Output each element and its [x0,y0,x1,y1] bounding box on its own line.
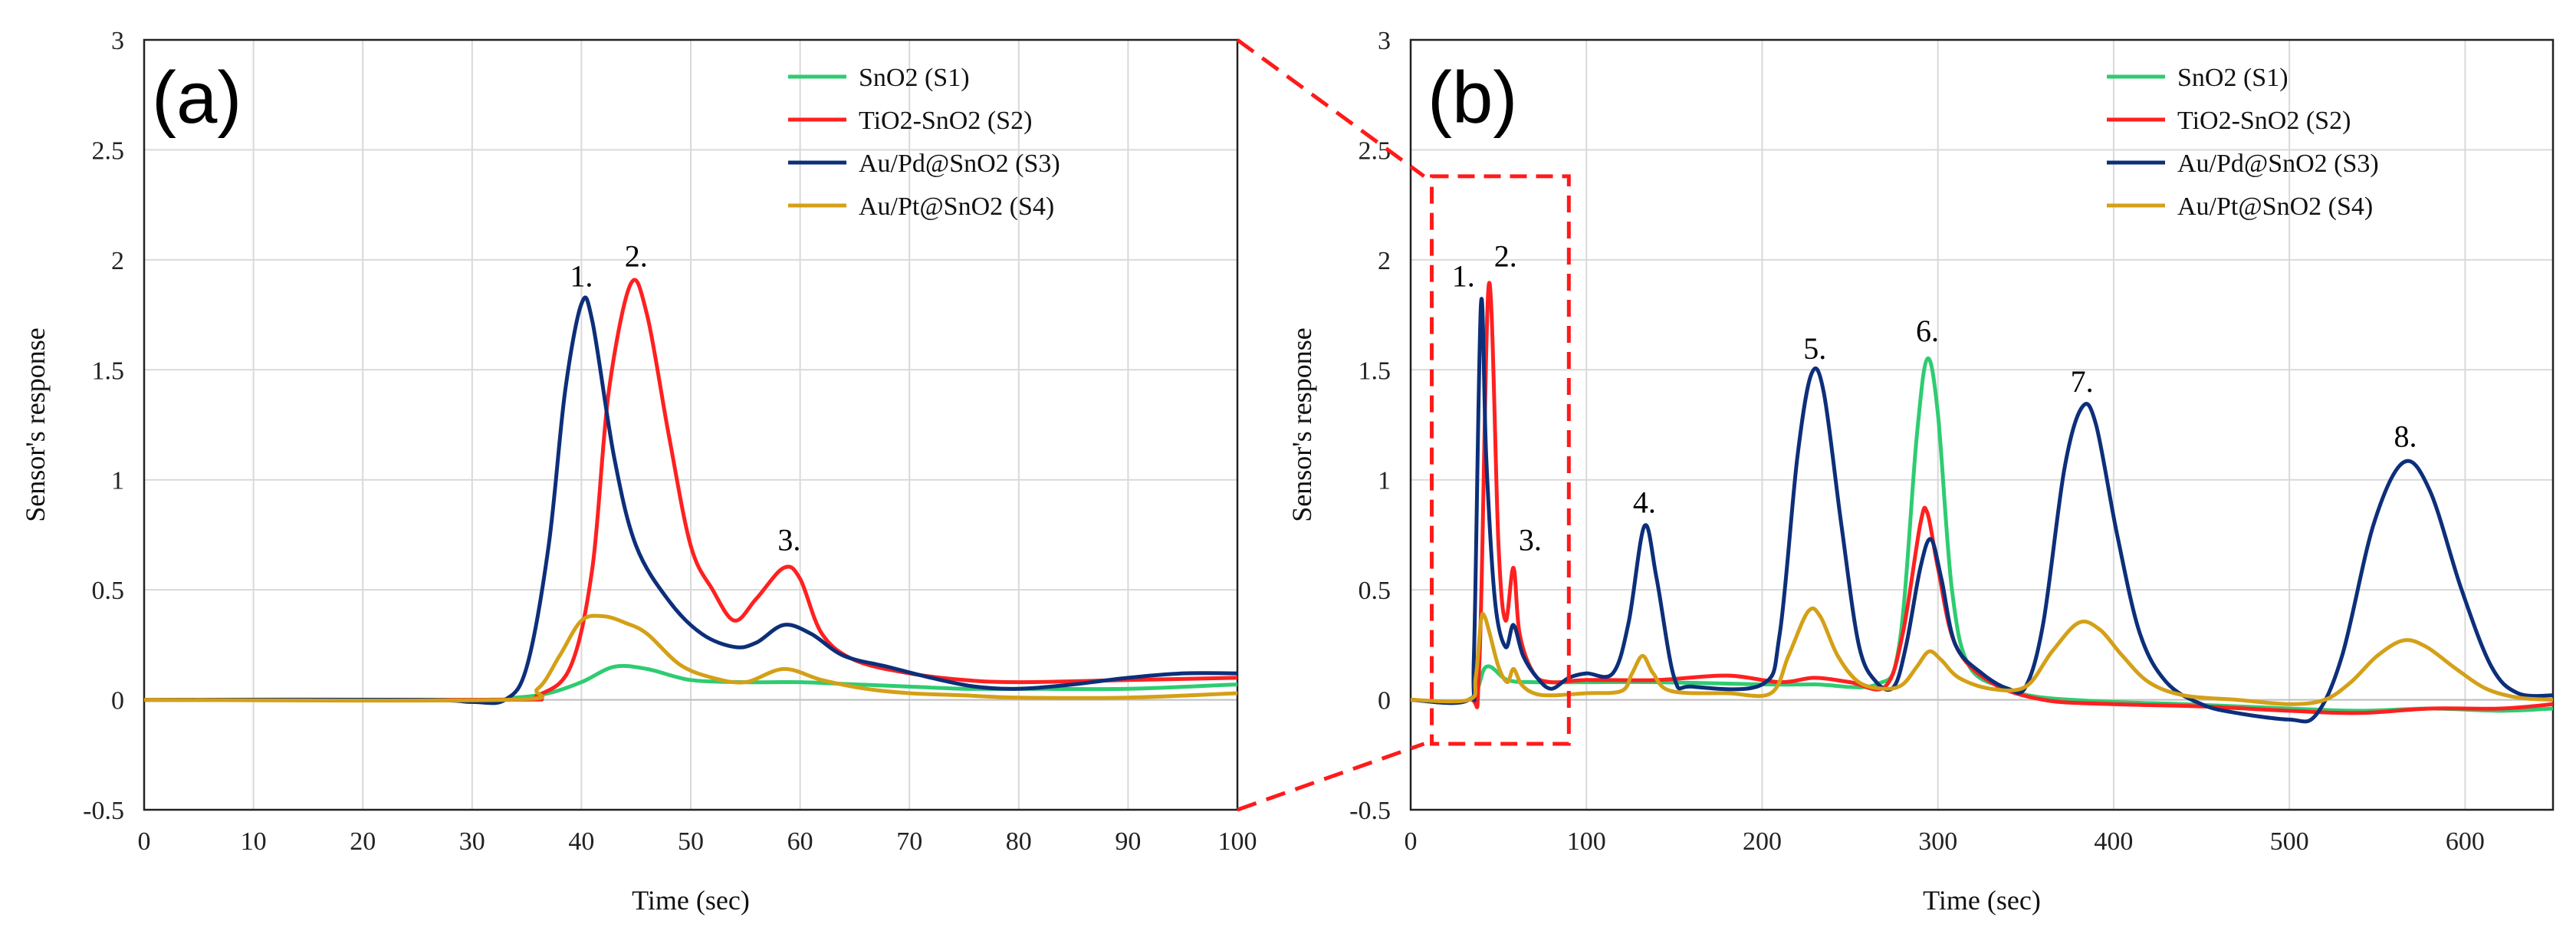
panel-a-xtick-label: 30 [459,827,485,856]
panel-b-peak-label-1: 1. [1452,258,1475,293]
panel-a-peak-label-2: 2. [625,238,648,273]
panel-b-legend-label-1: SnO2 (S1) [2177,64,2288,92]
panel-b-xtick-label: 600 [2446,827,2485,856]
panel-a-legend-label-3: Au/Pd@SnO2 (S3) [859,150,1060,178]
panel-a-xtick-label: 60 [787,827,813,856]
panel-a-xtick-label: 50 [678,827,704,856]
panel-a-xtick-label: 40 [568,827,594,856]
panel-b-peak-label-5: 5. [1803,331,1826,366]
panel-b-xtick-label: 0 [1405,827,1418,856]
panel-b-ytick-label: 0 [1378,687,1391,715]
panel-a-xtick-label: 90 [1115,827,1141,856]
panel-b-label: (b) [1428,57,1517,139]
panel-b-xtick-label: 200 [1743,827,1782,856]
panel-a-label: (a) [152,57,242,139]
panel-b-chart: 0 100 200 300 400 500 600-0.500.511.522.53Time… [1286,27,2555,916]
panel-b-yaxis-title: Sensor's response [1286,327,1317,521]
panel-a-xtick-label: 100 [1218,827,1257,856]
panel-b-peak-label-2: 2. [1494,238,1517,273]
panel-a-ytick-label: -0.5 [83,797,124,825]
panel-a-yaxis-title: Sensor's response [20,327,51,521]
panel-b-peak-label-7: 7. [2071,364,2094,399]
panel-b-legend-label-4: Au/Pt@SnO2 (S4) [2177,192,2373,221]
panel-b-series-line-4 [1411,606,2553,706]
panel-a-ytick-label: 0 [111,687,124,715]
zoom-connector-bottom [1237,742,1425,812]
panel-a-ytick-label: 0.5 [92,577,125,605]
panel-a-xtick-label: 10 [241,827,267,856]
zoom-connector-top [1236,38,1425,178]
panel-a-plot-frame [143,38,1239,811]
panel-a-ytick-label: 2.5 [92,136,125,165]
panel-a-xtick-label: 20 [350,827,376,856]
zoom-connector-lines [1236,38,1425,812]
panel-b-series-group [1411,281,2553,724]
panel-a-legend-label-4: Au/Pt@SnO2 (S4) [859,192,1054,221]
panel-a-legend-label-2: TiO2-SnO2 (S2) [859,107,1032,135]
panel-a-xaxis-title: Time (sec) [632,885,750,916]
panel-a-ytick-label: 1 [111,467,124,495]
panel-b-ytick-label: 1 [1378,467,1391,495]
panel-b-peak-label-3: 3. [1519,523,1542,557]
panel-b-xtick-label: 500 [2270,827,2309,856]
panel-a-series-group [144,278,1237,705]
panel-a-series-line-4 [144,613,1237,703]
panel-b-series-line-2 [1411,281,2553,715]
panel-b-ytick-label: -0.5 [1349,797,1391,825]
panel-a-xtick-label: 80 [1006,827,1032,856]
panel-b-ytick-label: 2 [1378,247,1391,275]
panel-a-xtick-label: 0 [138,827,151,856]
panel-a-peak-label-1: 1. [570,258,593,293]
panel-b-plot-frame [1409,38,2555,811]
panel-b-ytick-label: 1.5 [1359,357,1392,385]
panel-b-peak-label-8: 8. [2394,419,2417,454]
panel-a-series-line-3 [144,295,1237,705]
panel-a-ytick-label: 1.5 [92,357,125,385]
panel-b-peak-label-6: 6. [1916,314,1939,348]
panel-b-ytick-label: 3 [1378,27,1391,55]
panel-a-chart: 0 10 20 30 40 50 60 70 80 90 100 -0.5 0 0.5 1 1.5 2 2.5 3 T… [20,27,1257,916]
panel-a-legend-label-1: SnO2 (S1) [859,64,970,92]
panel-b-xaxis-title: Time (sec) [1923,885,2041,916]
panel-b-xtick-label: 100 [1567,827,1606,856]
panel-b-zoom-box [1430,174,1571,746]
panel-b-xtick-label: 400 [2094,827,2133,856]
panel-a-ytick-label: 3 [111,27,124,55]
panel-b-series-line-3 [1411,297,2553,724]
panel-b-ytick-label: 0.5 [1359,577,1392,605]
panel-b-legend-label-3: Au/Pd@SnO2 (S3) [2177,150,2379,178]
panel-b-xtick-label: 300 [1918,827,1957,856]
panel-b-peak-label-4: 4. [1633,485,1656,520]
panel-a-xtick-label: 70 [896,827,922,856]
panel-a-peak-label-3: 3. [777,523,800,557]
panel-b-legend-label-2: TiO2-SnO2 (S2) [2177,107,2351,135]
panel-a-ytick-label: 2 [111,247,124,275]
